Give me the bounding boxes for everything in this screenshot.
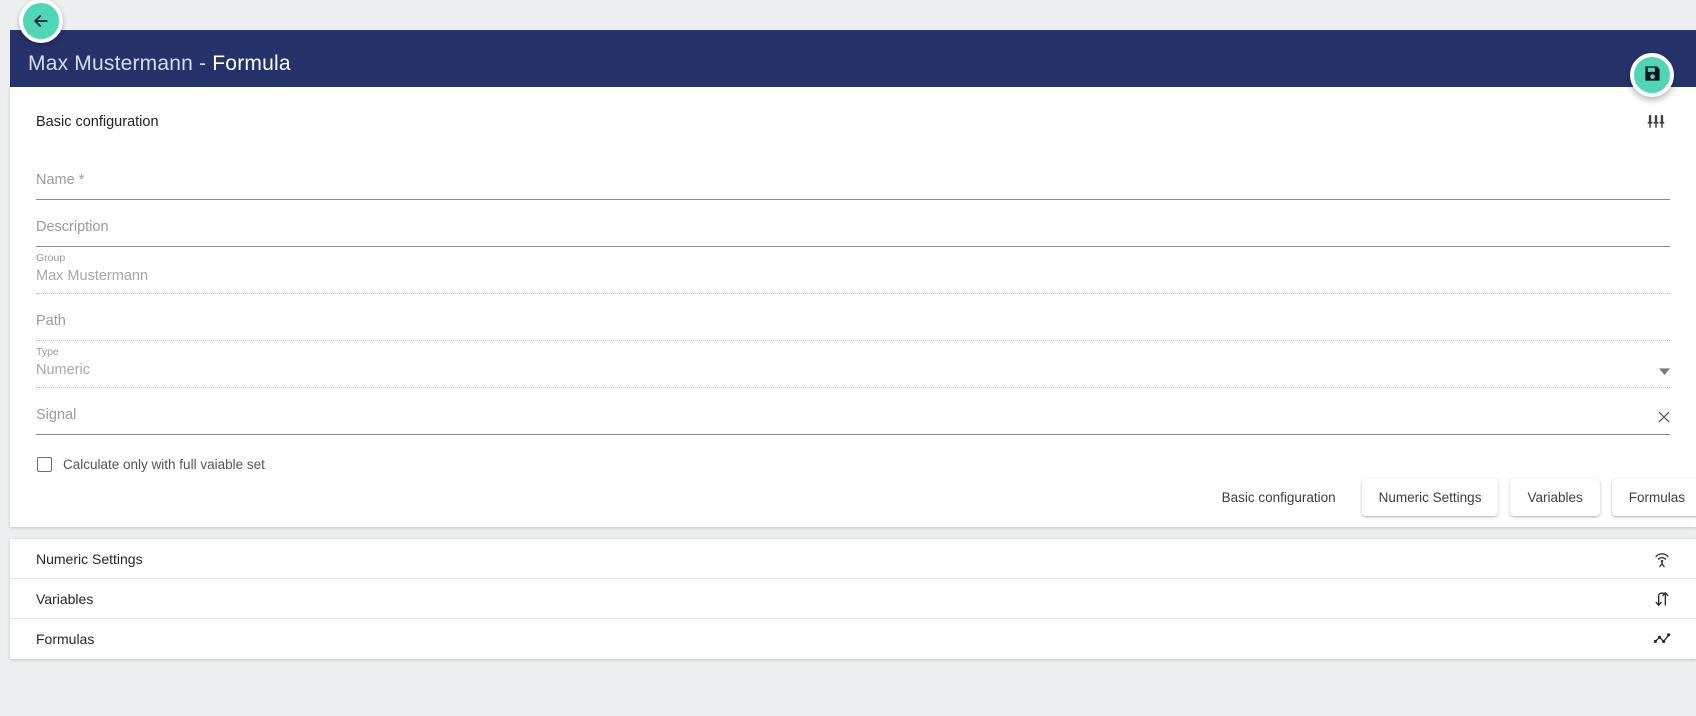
- name-input[interactable]: [36, 170, 1670, 192]
- step-navigation: Basic configuration Numeric Settings Var…: [10, 467, 1696, 527]
- full-variable-set-checkbox-row[interactable]: Calculate only with full vaiable set: [36, 457, 1670, 472]
- close-x-icon[interactable]: [1658, 411, 1670, 427]
- accordion-row-numeric-settings[interactable]: Numeric Settings: [10, 539, 1696, 579]
- back-button[interactable]: [19, 0, 63, 43]
- accordion-row-variables[interactable]: Variables: [10, 579, 1696, 619]
- basic-configuration-form: Name * Description Group Max Mustermann …: [10, 153, 1696, 472]
- accordion-panels: Numeric Settings Variables: [10, 539, 1696, 659]
- nav-button-numeric-settings[interactable]: Numeric Settings: [1361, 478, 1499, 516]
- section-title: Basic configuration: [36, 114, 159, 130]
- group-field-underline: [36, 293, 1670, 294]
- accordion-label: Numeric Settings: [36, 550, 143, 567]
- name-field[interactable]: Name *: [36, 153, 1670, 200]
- accordion-label: Variables: [36, 590, 94, 607]
- group-field-value: Max Mustermann: [36, 268, 149, 284]
- path-field: Path: [36, 294, 1670, 341]
- page-title-prefix: Max Mustermann -: [28, 52, 213, 75]
- save-button[interactable]: [1630, 53, 1674, 97]
- chevron-down-icon[interactable]: [1659, 364, 1670, 380]
- description-input[interactable]: [36, 217, 1670, 239]
- type-field-underline: [36, 387, 1670, 388]
- description-field[interactable]: Description: [36, 200, 1670, 247]
- group-field-label: Group: [36, 252, 66, 264]
- page-title: Max Mustermann - Formula: [10, 52, 291, 87]
- nav-button-formulas[interactable]: Formulas: [1611, 478, 1696, 516]
- nav-button-variables[interactable]: Variables: [1510, 478, 1600, 516]
- accordion-label: Formulas: [36, 631, 95, 647]
- antenna-broadcast-icon: [1652, 549, 1672, 569]
- section-header: Basic configuration: [10, 87, 1696, 136]
- basic-configuration-card: Basic configuration Name *: [10, 87, 1696, 527]
- full-variable-set-checkbox[interactable]: [37, 457, 52, 472]
- app-header: Max Mustermann - Formula: [10, 30, 1696, 87]
- signal-input[interactable]: [36, 405, 1670, 427]
- description-field-underline: [36, 246, 1670, 247]
- tune-sliders-icon[interactable]: [1646, 112, 1666, 136]
- signal-field[interactable]: Signal: [36, 388, 1670, 435]
- group-field: Group Max Mustermann: [36, 247, 1670, 294]
- name-field-underline: [36, 199, 1670, 200]
- path-field-underline: [36, 340, 1670, 341]
- line-chart-icon: [1652, 629, 1672, 649]
- save-floppy-icon: [1643, 64, 1662, 86]
- full-variable-set-label[interactable]: Calculate only with full vaiable set: [63, 457, 265, 472]
- signal-field-underline: [36, 434, 1670, 435]
- path-field-label: Path: [36, 313, 66, 329]
- type-field-label: Type: [36, 346, 59, 358]
- type-field-value: Numeric: [36, 362, 90, 378]
- swap-arrows-icon: [1652, 589, 1672, 609]
- accordion-row-formulas[interactable]: Formulas: [10, 619, 1696, 659]
- arrow-left-icon: [31, 11, 51, 31]
- type-field[interactable]: Type Numeric: [36, 341, 1670, 388]
- page-title-suffix: Formula: [212, 52, 291, 75]
- nav-current-step[interactable]: Basic configuration: [1221, 489, 1336, 505]
